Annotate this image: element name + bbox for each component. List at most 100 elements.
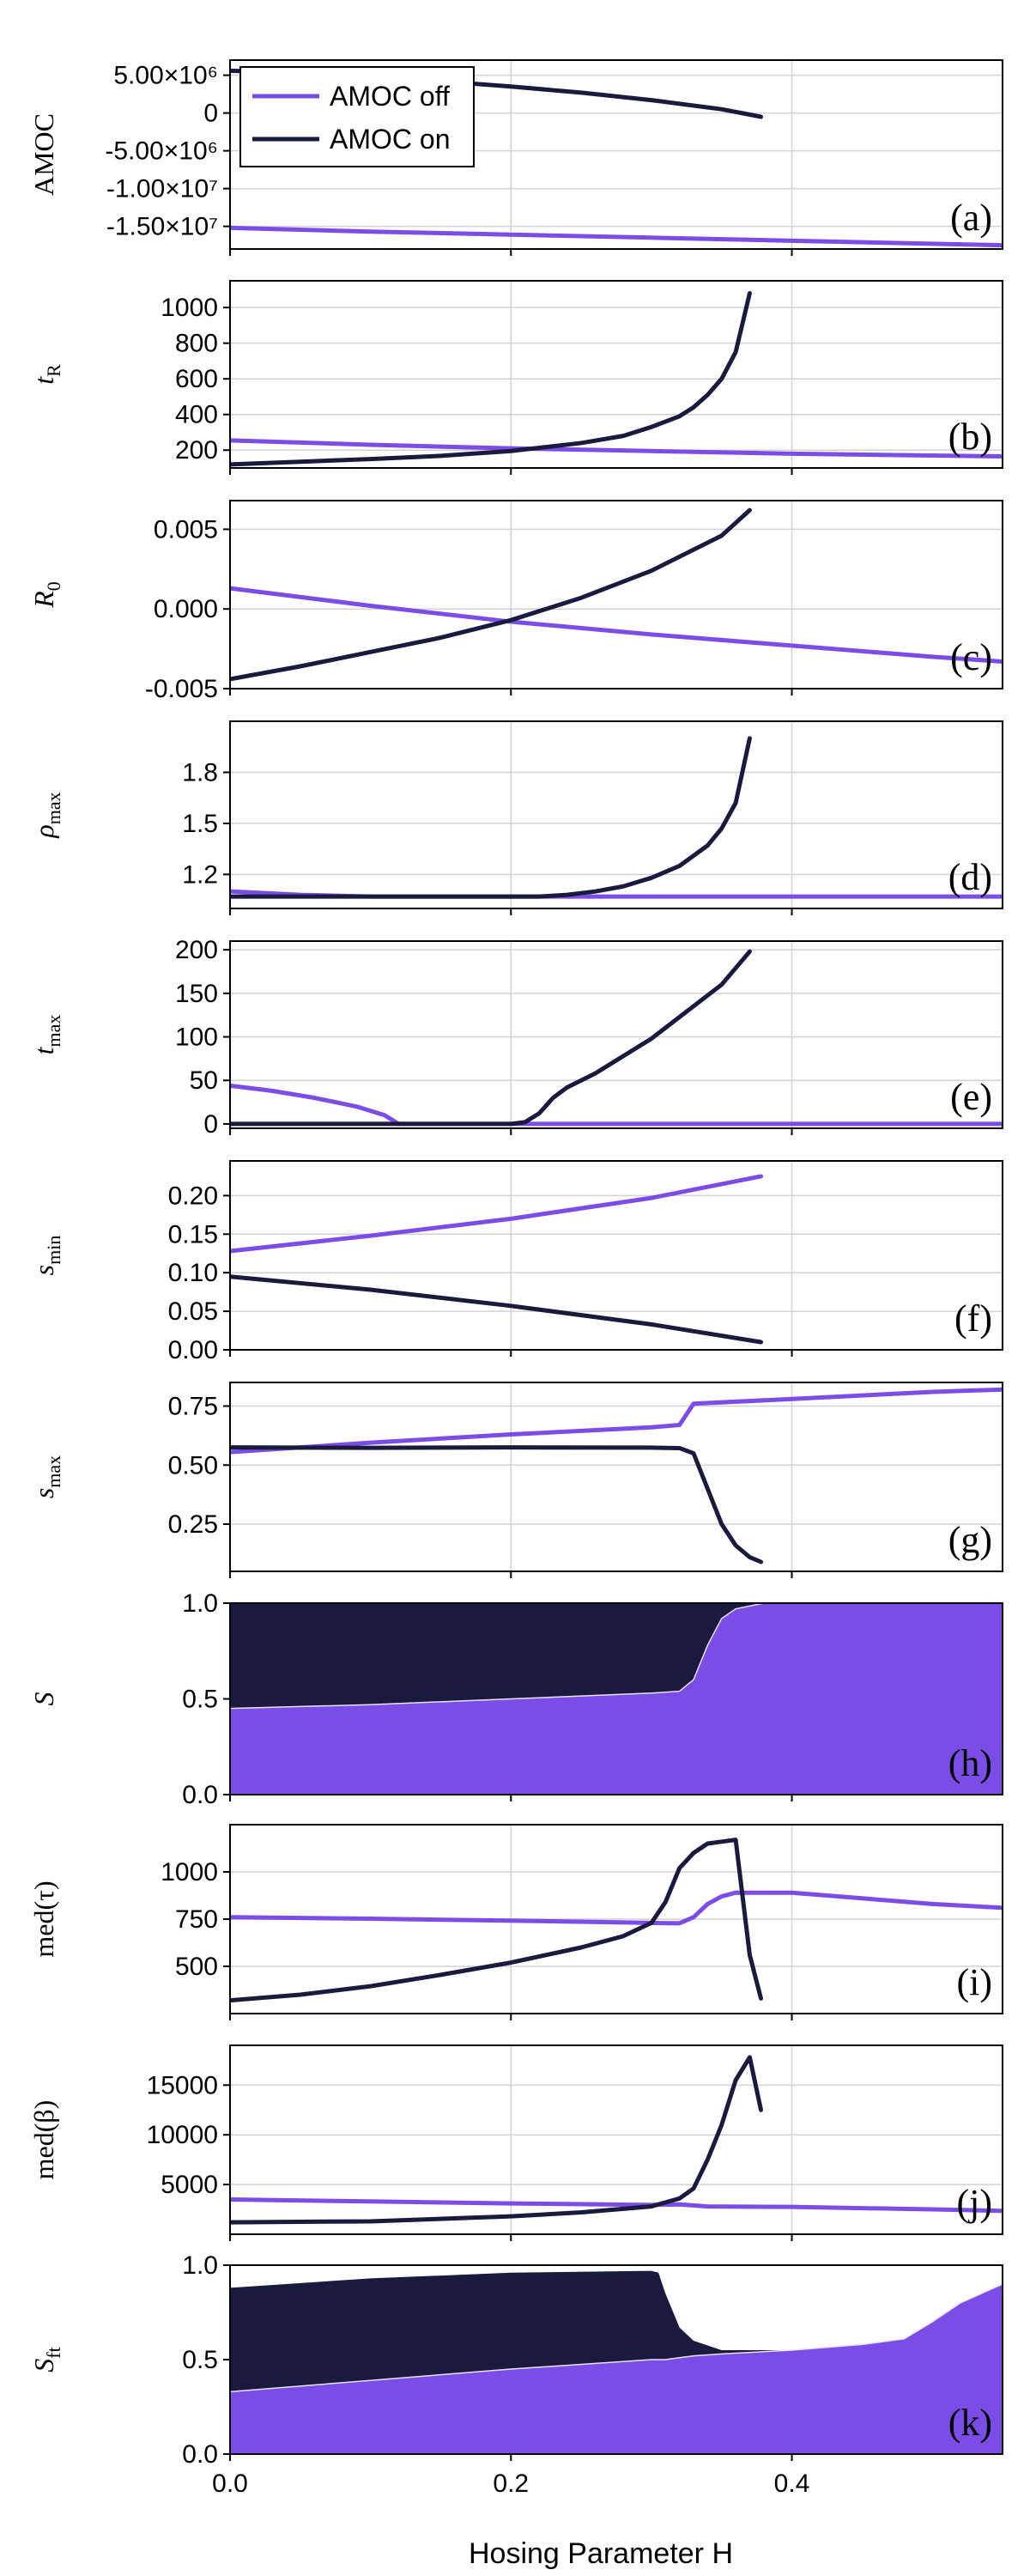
- y-tick-label: 150: [175, 980, 218, 1008]
- y-tick-label: -5.00×10⁶: [105, 137, 218, 166]
- data-layer: [230, 736, 1003, 899]
- y-axis-label-sub: R: [43, 364, 64, 377]
- area-amoc-on: [230, 1603, 1003, 1709]
- series-line-on: [230, 1838, 764, 2003]
- y-tick-label: 1.5: [182, 810, 218, 838]
- series-line-on: [230, 507, 752, 682]
- panel-c: 0.005 0.000 -0.005 R0 (c): [28, 500, 1003, 703]
- y-axis-label-base: t: [28, 376, 59, 385]
- panel-frame: [229, 500, 1003, 690]
- y-tick-label: 0.15: [168, 1220, 218, 1249]
- x-tick-label: 0.4: [774, 2470, 810, 2498]
- panel-frame: [229, 720, 1003, 909]
- series-line-on: [230, 1274, 764, 1345]
- series-line-on: [230, 1445, 764, 1564]
- data-layer: [230, 291, 1003, 467]
- series-line-on: [230, 2055, 764, 2225]
- legend-label: AMOC off: [330, 81, 450, 112]
- panel-e: 0 50 100 150 200 tmax (e): [28, 936, 1003, 1139]
- panel-b: 200 400 600 800 1000 tR (b): [28, 280, 1003, 475]
- panel-label: (f): [954, 1297, 992, 1340]
- x-tick-label: 0.0: [212, 2470, 248, 2498]
- y-axis-label: med(τ): [28, 1880, 59, 1957]
- area-boundary: [230, 2283, 1003, 2393]
- series-line-off: [230, 1083, 1003, 1127]
- data-layer: [230, 2270, 1003, 2454]
- y-tick-label: 0.05: [168, 1297, 218, 1326]
- panel-label: (g): [948, 1519, 992, 1561]
- panel-label: (i): [956, 1961, 992, 2003]
- y-axis-label: R0: [28, 581, 64, 609]
- panel-frame: [229, 1382, 1003, 1572]
- y-tick-label: 0.25: [168, 1510, 218, 1539]
- panel-frame: [229, 2044, 1003, 2235]
- y-tick-label: 15000: [147, 2071, 218, 2099]
- y-tick-label: 0.20: [168, 1182, 218, 1210]
- y-tick-label: 0: [203, 1110, 218, 1139]
- y-tick-label: 200: [175, 436, 218, 465]
- y-tick-label: 0.5: [182, 1686, 218, 1714]
- y-axis-label-base: s: [28, 1488, 59, 1498]
- y-tick-label: 0.10: [168, 1259, 218, 1287]
- series-line-off: [230, 438, 1003, 459]
- panel-label: (e): [950, 1076, 992, 1118]
- y-tick-label: 1.8: [182, 758, 218, 787]
- y-axis-label: AMOC: [28, 113, 59, 196]
- y-tick-label: 0.5: [182, 2346, 218, 2374]
- legend-label: AMOC on: [330, 124, 450, 155]
- y-axis-label: smax: [28, 1455, 64, 1498]
- y-tick-label: 0: [203, 100, 218, 128]
- y-tick-label: 600: [175, 365, 218, 393]
- y-axis-label-sub: ft: [43, 2347, 64, 2358]
- y-axis-label: ρmax: [28, 792, 64, 838]
- series-line-on: [230, 736, 752, 899]
- y-axis-label-sub: max: [43, 1455, 64, 1488]
- series-line-on: [230, 949, 752, 1127]
- y-axis-label: tR: [28, 364, 64, 385]
- data-layer: [230, 1387, 1003, 1564]
- y-tick-label: -0.005: [145, 675, 218, 703]
- panel-frame: [229, 940, 1003, 1129]
- panel-label: (d): [948, 856, 992, 898]
- panel-j: 5000 10000 15000 med(β) (j): [28, 2044, 1003, 2241]
- y-tick-label: 800: [175, 330, 218, 358]
- y-tick-label: 0.0: [182, 1781, 218, 1809]
- x-tick-label: 0.2: [493, 2470, 529, 2498]
- y-tick-label: 0.75: [168, 1393, 218, 1421]
- y-axis-label-base: R: [28, 591, 59, 609]
- panel-label: (k): [948, 2402, 992, 2444]
- y-tick-label: 200: [175, 936, 218, 964]
- y-axis-label-sub: 0: [43, 581, 64, 591]
- y-tick-label: 0.00: [168, 1336, 218, 1364]
- y-tick-label: 750: [175, 1905, 218, 1934]
- legend: AMOC off AMOC on: [239, 66, 475, 167]
- y-axis-label: smin: [28, 1236, 64, 1276]
- panel-label: (c): [950, 636, 992, 678]
- y-axis-label-base: ρ: [28, 824, 59, 838]
- y-tick-label: 10000: [147, 2121, 218, 2149]
- data-layer: [230, 1174, 764, 1345]
- series-line-off: [230, 2196, 1003, 2214]
- legend-box: [239, 66, 475, 167]
- y-tick-label: -1.00×10⁷: [106, 175, 218, 204]
- series-line-on: [230, 291, 752, 467]
- panel-frame: [229, 1160, 1003, 1351]
- y-tick-label: 0.0: [182, 2440, 218, 2469]
- series-line-off: [230, 1387, 1003, 1455]
- y-axis-label-base: s: [28, 1265, 59, 1275]
- series-line-off: [230, 586, 1003, 664]
- y-axis-label: Sft: [28, 2347, 64, 2372]
- y-tick-label: 5000: [161, 2171, 218, 2199]
- area-amoc-on: [230, 2270, 1003, 2392]
- data-layer: [230, 949, 1003, 1127]
- area-boundary: [230, 1603, 1003, 1710]
- area-amoc-off: [230, 2284, 1003, 2454]
- y-tick-label: 1.0: [182, 1589, 218, 1618]
- data-layer: [230, 2055, 1003, 2225]
- y-axis-label-base: S: [28, 2359, 59, 2372]
- y-tick-label: 0.005: [154, 515, 218, 544]
- data-layer: [230, 1838, 1003, 2003]
- y-tick-label: 0.000: [154, 595, 218, 623]
- panel-i: 500 750 1000 med(τ) (i): [28, 1824, 1003, 2020]
